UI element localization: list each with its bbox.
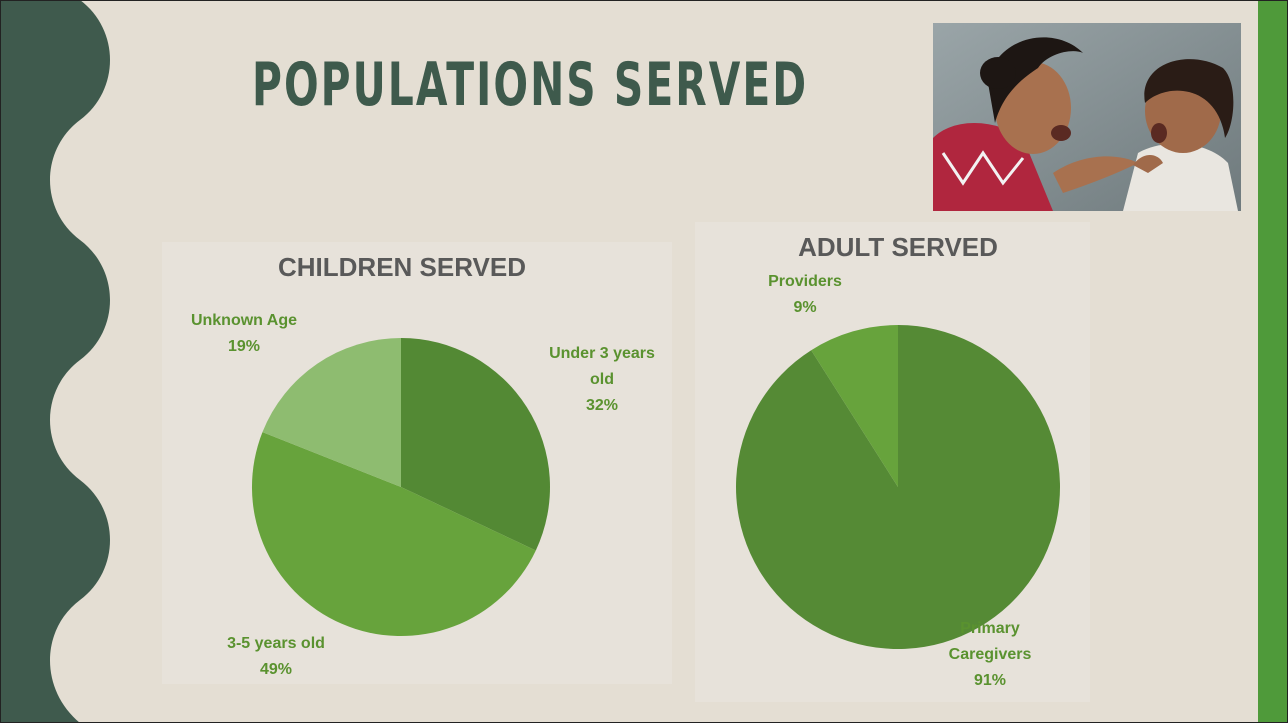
left-wavy-band [0, 0, 110, 723]
children-label-3-5: 3-5 years old 49% [227, 635, 325, 678]
children-chart-title: CHILDREN SERVED [277, 252, 526, 282]
adult-label-primary-caregivers: Primary Caregivers 91% [948, 620, 1032, 689]
children-slice-under-3 [401, 338, 551, 551]
adult-slice-primary-caregivers [736, 325, 1061, 650]
children-slice-3-5 [251, 432, 536, 637]
mother-and-child-photo [933, 23, 1241, 211]
right-accent-band [1258, 0, 1288, 723]
children-slice-unknown [262, 338, 401, 487]
adult-chart-title: ADULT SERVED [798, 232, 998, 262]
adult-slice-providers [811, 325, 898, 487]
adult-label-providers: Providers 9% [768, 273, 842, 316]
children-label-under-3: Under 3 years old 32% [549, 345, 655, 414]
children-label-unknown: Unknown Age 19% [190, 312, 298, 355]
